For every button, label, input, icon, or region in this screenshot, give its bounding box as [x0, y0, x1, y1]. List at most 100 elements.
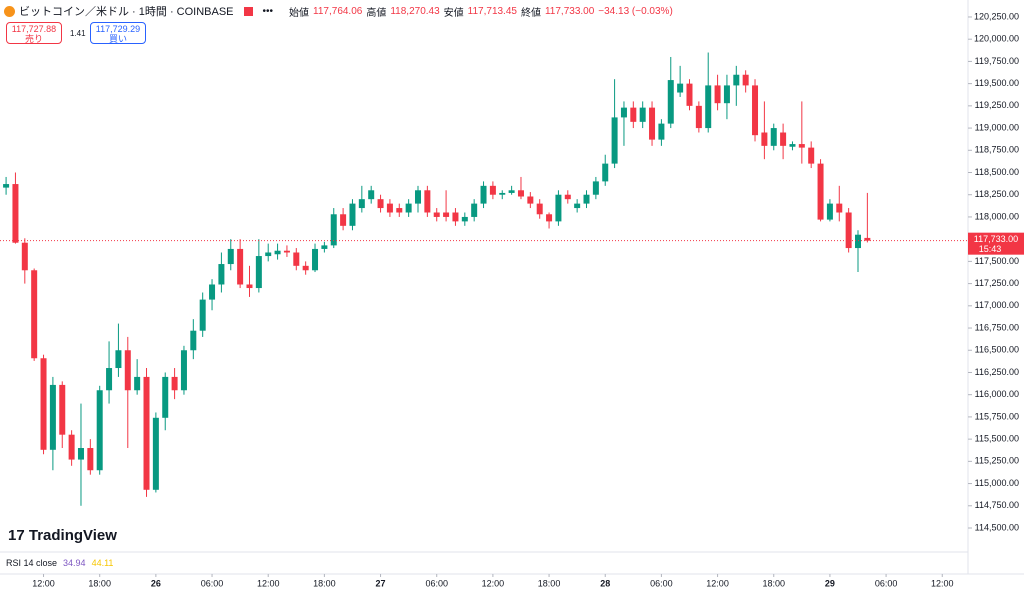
candle-body	[68, 434, 75, 460]
y-tick-label: 119,500.00	[975, 78, 1019, 88]
candle-body	[508, 190, 515, 193]
candle-body	[255, 256, 262, 289]
x-tick-label: 18:00	[762, 578, 785, 588]
candle-body	[808, 147, 815, 164]
y-tick-label: 118,750.00	[975, 145, 1019, 155]
buy-price: 117,729.29	[95, 24, 141, 34]
candle-body	[386, 203, 393, 213]
candle-body	[480, 185, 487, 204]
candle-body	[396, 208, 403, 213]
candle-body	[686, 83, 693, 106]
candle-body	[152, 417, 159, 490]
y-tick-label: 115,250.00	[975, 456, 1019, 466]
legend: ビットコイン／米ドル · 1時間 · COINBASE ••• 始値 117,76…	[4, 3, 673, 19]
candle-body	[293, 252, 300, 266]
x-tick-label: 06:00	[425, 578, 448, 588]
candle-body	[237, 248, 244, 285]
candle-body	[218, 264, 225, 285]
sell-button[interactable]: 117,727.88 売り	[6, 22, 62, 44]
candle-body	[742, 74, 749, 86]
candle-body	[405, 203, 412, 213]
x-tick-label: 12:00	[931, 578, 954, 588]
candle-body	[190, 330, 197, 351]
candle-body	[283, 250, 290, 253]
candle-body	[143, 376, 150, 490]
candle-body	[517, 190, 524, 197]
candle-body	[536, 203, 543, 215]
candle-body	[826, 203, 833, 220]
change: −34.13 (−0.03%)	[598, 5, 673, 17]
more[interactable]: •••	[262, 5, 274, 17]
spread: 1.41	[70, 29, 86, 38]
candle-body	[209, 284, 216, 300]
y-tick-label: 119,000.00	[975, 122, 1019, 132]
x-tick-label: 12:00	[32, 578, 55, 588]
x-tick-label: 12:00	[257, 578, 280, 588]
candle-body	[574, 203, 581, 209]
x-tick-label: 06:00	[201, 578, 224, 588]
candle-body	[864, 237, 871, 241]
candle-body	[87, 448, 94, 471]
y-tick-label: 117,500.00	[975, 256, 1019, 266]
candle-body	[415, 190, 421, 204]
buy-button[interactable]: 117,729.29 買い	[90, 22, 146, 44]
open-label: 始値	[289, 7, 310, 19]
candle-body	[714, 85, 721, 104]
y-tick-label: 119,750.00	[975, 56, 1019, 66]
candle-body	[349, 203, 356, 226]
candle-body	[358, 199, 365, 209]
candle-body	[611, 117, 618, 164]
candle-body	[527, 196, 534, 204]
candle-body	[424, 190, 431, 213]
candle-body	[733, 74, 740, 86]
candle-body	[199, 299, 206, 331]
candle-body	[321, 245, 328, 249]
close: 117,733.00	[544, 5, 595, 17]
coin-icon	[4, 5, 15, 17]
y-tick-label: 115,750.00	[975, 411, 1019, 421]
candle-body	[31, 270, 38, 359]
candle-body	[499, 192, 506, 195]
candle-body	[21, 242, 28, 271]
candle-body	[620, 107, 627, 118]
x-tick-label: 26	[151, 578, 161, 588]
y-tick-label: 115,500.00	[975, 434, 1019, 444]
candle-body	[96, 390, 103, 471]
y-tick-label: 120,000.00	[974, 34, 1019, 44]
candle-body	[583, 194, 590, 204]
candle-body	[246, 284, 253, 289]
y-tick-label: 116,250.00	[975, 367, 1019, 377]
candle-body	[265, 252, 272, 257]
y-tick-label: 118,000.00	[975, 211, 1019, 221]
x-tick-label: 29	[825, 578, 835, 588]
candle-body	[546, 214, 553, 222]
candle-body	[12, 184, 19, 243]
candle-body	[836, 203, 843, 213]
y-tick-label: 116,000.00	[975, 389, 1019, 399]
symbol: ビットコイン／米ドル · 1時間 · COINBASE	[19, 6, 234, 18]
y-tick-label: 117,250.00	[975, 278, 1019, 288]
candle-body	[658, 123, 665, 140]
candle-body	[59, 384, 66, 435]
candle-body	[452, 212, 459, 222]
y-tick-label: 118,500.00	[975, 167, 1019, 177]
candle-body	[377, 199, 384, 209]
candle-body	[667, 80, 674, 124]
y-tick-label: 117,000.00	[975, 300, 1019, 310]
candle-body	[330, 214, 337, 246]
candle-body	[592, 181, 599, 195]
rsi-ma: 44.11	[91, 558, 114, 568]
y-tick-label: 120,250.00	[974, 11, 1019, 21]
candle-body	[368, 190, 375, 200]
candle-body	[780, 132, 787, 146]
candle-body	[180, 350, 187, 391]
y-tick-label: 116,500.00	[975, 345, 1019, 355]
countdown: 15:43	[979, 244, 1002, 254]
last-price-label: 117,733.00	[974, 234, 1018, 244]
close-label: 終値	[520, 7, 541, 19]
x-tick-label: 27	[376, 578, 386, 588]
candle-body	[471, 203, 478, 217]
candle-body	[3, 184, 10, 188]
candle-body	[134, 376, 141, 391]
